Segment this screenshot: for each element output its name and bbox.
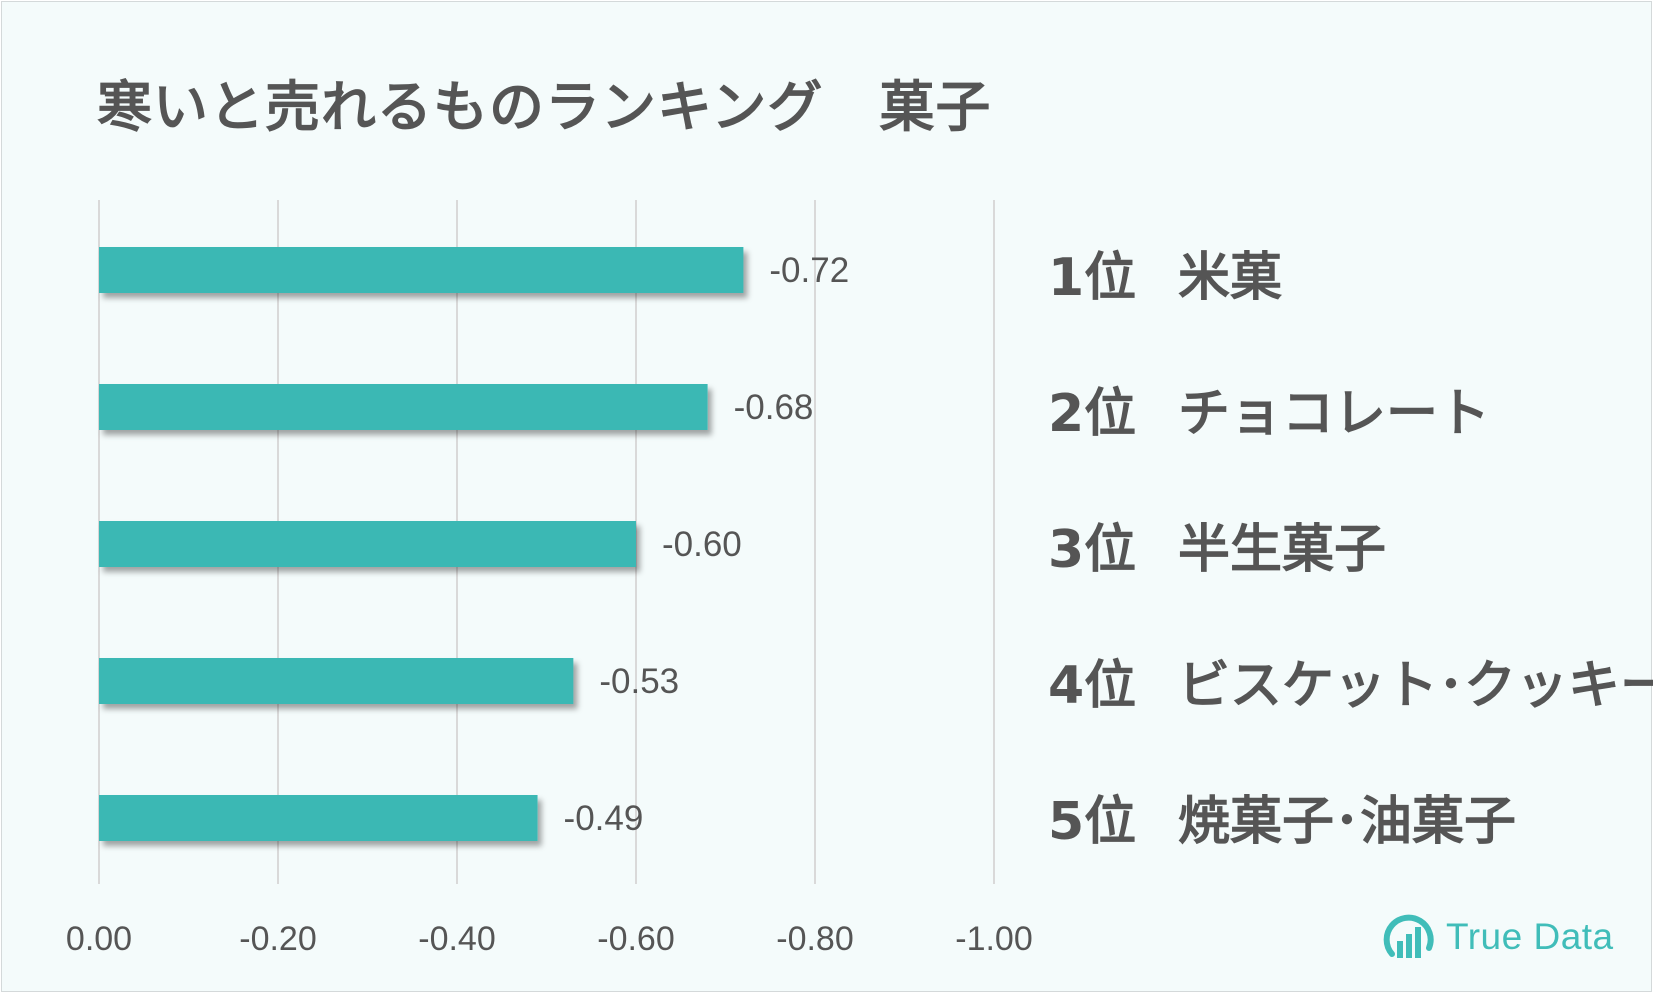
x-tick-label: 0.00	[66, 920, 132, 958]
rank-name: 焼菓子･油菓子	[1178, 791, 1517, 852]
bar	[99, 384, 708, 430]
ranking-item: 3位 半生菓子	[1048, 509, 1387, 580]
bar-value-label: -0.53	[599, 662, 679, 701]
bar	[99, 247, 744, 293]
x-tick-label: -0.20	[239, 920, 317, 958]
logo-text: True Data	[1446, 916, 1614, 957]
x-tick-label: -0.60	[597, 920, 675, 958]
true-data-logo: True Data	[1380, 908, 1614, 966]
rank-number: 4位	[1048, 655, 1137, 716]
bar	[99, 658, 574, 704]
ranking-item: 1位 米菓	[1048, 237, 1283, 308]
bar-chart-circle-icon	[1383, 914, 1434, 958]
rank-name: 半生菓子	[1178, 519, 1387, 580]
ranking-item: 4位 ビスケット･クッキー	[1048, 645, 1653, 716]
bar	[99, 521, 636, 567]
ranking-item: 5位 焼菓子･油菓子	[1048, 781, 1517, 852]
rank-name: 米菓	[1178, 247, 1283, 308]
ranking-item: 2位 チョコレート	[1048, 373, 1491, 444]
bar	[99, 795, 538, 841]
rank-name: ビスケット･クッキー	[1178, 655, 1653, 716]
rank-number: 2位	[1048, 383, 1137, 444]
x-tick-label: -1.00	[955, 920, 1033, 958]
bar-value-label: -0.60	[662, 525, 742, 564]
rank-name: チョコレート	[1178, 383, 1491, 444]
rank-number: 1位	[1048, 247, 1137, 308]
rank-number: 5位	[1048, 791, 1137, 852]
bar-value-label: -0.49	[564, 799, 644, 838]
bar-value-label: -0.68	[734, 388, 814, 427]
bar-value-label: -0.72	[769, 251, 849, 290]
x-tick-label: -0.80	[776, 920, 854, 958]
rank-number: 3位	[1048, 519, 1137, 580]
chart-title: 寒いと売れるものランキング 菓子	[97, 75, 992, 139]
x-tick-label: -0.40	[418, 920, 496, 958]
